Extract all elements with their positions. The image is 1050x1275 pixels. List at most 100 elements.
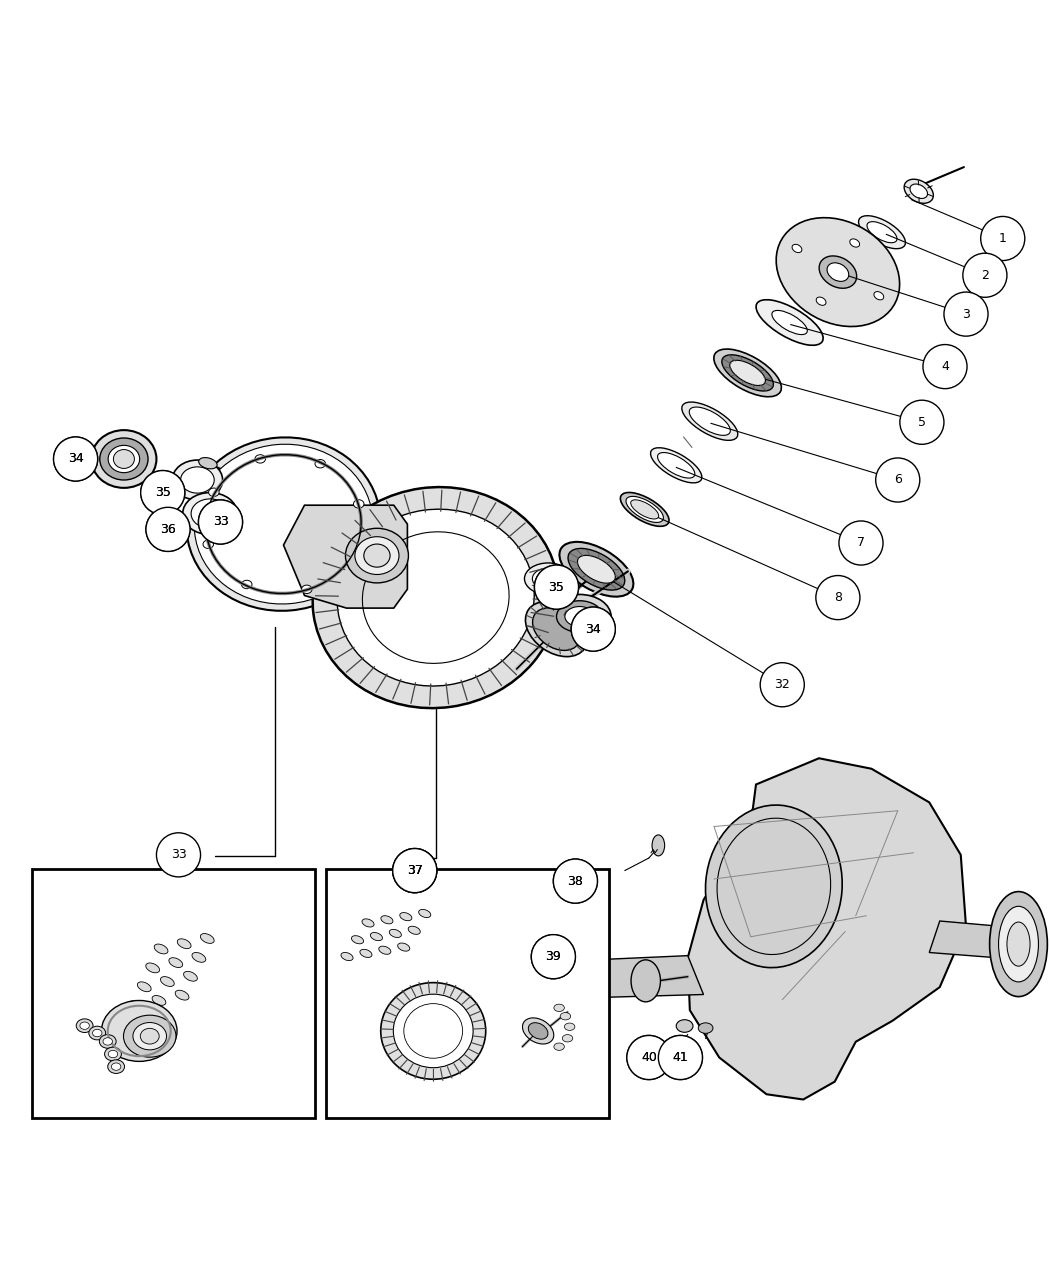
Ellipse shape [152, 996, 166, 1005]
Text: 33: 33 [212, 515, 229, 529]
Ellipse shape [819, 256, 857, 288]
Ellipse shape [341, 952, 353, 960]
Text: 32: 32 [775, 678, 790, 691]
Ellipse shape [313, 487, 559, 708]
Circle shape [760, 663, 804, 706]
Ellipse shape [390, 929, 401, 937]
Ellipse shape [146, 963, 160, 973]
Ellipse shape [348, 552, 358, 560]
Ellipse shape [77, 1019, 93, 1033]
Circle shape [156, 833, 201, 877]
Text: 35: 35 [154, 486, 171, 499]
Circle shape [534, 565, 579, 609]
Ellipse shape [255, 455, 266, 463]
Text: 38: 38 [567, 875, 584, 887]
Ellipse shape [209, 488, 219, 496]
Ellipse shape [904, 180, 933, 203]
Ellipse shape [100, 1034, 117, 1048]
Circle shape [553, 859, 597, 903]
Ellipse shape [400, 913, 412, 921]
Circle shape [981, 217, 1025, 260]
Text: 4: 4 [941, 360, 949, 374]
Circle shape [146, 507, 190, 551]
Text: 40: 40 [640, 1051, 657, 1065]
Ellipse shape [1007, 922, 1030, 966]
Ellipse shape [999, 907, 1038, 982]
Ellipse shape [381, 915, 393, 924]
Text: 37: 37 [406, 864, 423, 877]
Text: 40: 40 [640, 1051, 657, 1065]
Ellipse shape [91, 430, 156, 488]
Circle shape [816, 575, 860, 620]
Ellipse shape [138, 982, 151, 992]
Text: 35: 35 [154, 486, 171, 499]
Ellipse shape [398, 944, 410, 951]
Bar [32, 868, 315, 1118]
Ellipse shape [371, 932, 382, 941]
Ellipse shape [730, 361, 765, 385]
Ellipse shape [103, 1038, 112, 1046]
Ellipse shape [129, 1001, 143, 1011]
Ellipse shape [859, 215, 905, 249]
Circle shape [531, 935, 575, 979]
Ellipse shape [80, 1023, 89, 1029]
Ellipse shape [108, 445, 140, 473]
Circle shape [900, 400, 944, 444]
Ellipse shape [849, 238, 860, 247]
Circle shape [531, 935, 575, 979]
Ellipse shape [554, 1043, 565, 1051]
Circle shape [876, 458, 920, 502]
Ellipse shape [419, 909, 430, 918]
Polygon shape [688, 759, 966, 1099]
Ellipse shape [362, 919, 374, 927]
Ellipse shape [578, 556, 615, 583]
Ellipse shape [345, 528, 408, 583]
Circle shape [627, 1035, 671, 1080]
Polygon shape [929, 921, 1024, 960]
Ellipse shape [657, 453, 695, 478]
Polygon shape [583, 923, 607, 937]
Ellipse shape [184, 972, 197, 982]
Text: 34: 34 [586, 622, 601, 636]
Text: 3: 3 [962, 307, 970, 320]
Text: 34: 34 [67, 453, 84, 465]
Ellipse shape [565, 1023, 575, 1030]
Circle shape [658, 1035, 702, 1080]
Ellipse shape [910, 184, 927, 199]
Ellipse shape [183, 492, 237, 534]
Ellipse shape [177, 938, 191, 949]
Ellipse shape [631, 960, 660, 1002]
Text: 35: 35 [548, 580, 565, 594]
Ellipse shape [651, 448, 701, 483]
Ellipse shape [352, 936, 363, 944]
Circle shape [393, 849, 437, 892]
Circle shape [923, 344, 967, 389]
Circle shape [146, 507, 190, 551]
Polygon shape [593, 956, 704, 997]
Ellipse shape [89, 1026, 106, 1040]
Ellipse shape [689, 407, 731, 435]
Ellipse shape [528, 1023, 548, 1039]
Circle shape [553, 859, 597, 903]
Text: 7: 7 [857, 537, 865, 550]
Ellipse shape [772, 310, 807, 334]
Ellipse shape [175, 991, 189, 1000]
Ellipse shape [141, 1029, 160, 1044]
Ellipse shape [102, 1001, 177, 1061]
Text: 6: 6 [894, 473, 902, 487]
Circle shape [627, 1035, 671, 1080]
Ellipse shape [676, 1020, 693, 1033]
Ellipse shape [133, 1023, 167, 1049]
Ellipse shape [554, 1005, 565, 1011]
Ellipse shape [874, 292, 884, 300]
Text: 34: 34 [67, 453, 84, 465]
Ellipse shape [187, 437, 380, 611]
Ellipse shape [698, 1023, 713, 1033]
Ellipse shape [111, 1063, 121, 1070]
Polygon shape [776, 218, 900, 326]
Ellipse shape [381, 983, 486, 1079]
Ellipse shape [301, 585, 312, 593]
Ellipse shape [524, 564, 571, 594]
Ellipse shape [354, 500, 364, 509]
Ellipse shape [379, 946, 391, 954]
